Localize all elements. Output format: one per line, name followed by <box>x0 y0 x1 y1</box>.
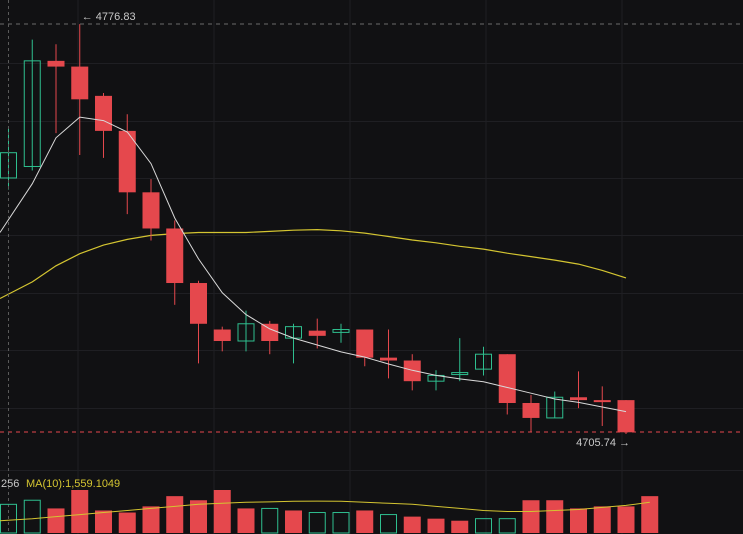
ma-long-path <box>0 228 627 300</box>
volume-bar-down <box>118 512 136 533</box>
volume-value-label: 256 <box>1 478 19 490</box>
candle-body-up <box>475 353 492 370</box>
candle-body-down <box>142 192 160 229</box>
candle-body-down <box>356 329 374 358</box>
ma-short-line <box>0 116 627 413</box>
candle-body-up <box>23 60 41 167</box>
volume-bar-down <box>190 500 207 533</box>
volume-bar-down <box>47 508 65 533</box>
volume-bar-down <box>451 520 469 533</box>
volume-bar-down <box>593 506 611 533</box>
ma-long-line <box>0 228 627 300</box>
candle-body-down <box>47 60 65 67</box>
candle-body-up <box>546 396 564 419</box>
volume-ma10-label: MA(10):1,559.1049 <box>26 478 120 490</box>
ma-short-path <box>0 116 627 413</box>
volume-ma10-line <box>0 500 650 522</box>
candle-body-down <box>380 357 397 361</box>
candle-body-down <box>498 354 516 403</box>
candle-body-up <box>237 323 255 342</box>
volume-bar-down <box>546 500 564 533</box>
candles <box>0 24 635 434</box>
candle-body-down <box>593 400 611 403</box>
candle-body-up <box>451 372 469 376</box>
volume-bar-down <box>237 508 255 533</box>
candle-body-down <box>308 330 326 336</box>
candle-body-up <box>332 329 350 333</box>
volume-bar-up <box>308 512 326 534</box>
last-price-label: 4705.74 → <box>576 437 630 449</box>
volume-bar-down <box>403 516 421 533</box>
volume-bar-down <box>617 506 635 533</box>
volume-bar-up <box>0 503 17 534</box>
candle-body-down <box>522 403 540 418</box>
candle-body-down <box>95 95 112 131</box>
volume-bar-up <box>475 518 492 534</box>
volume-bar-down <box>166 496 184 533</box>
volume-bar-down <box>95 510 112 533</box>
volume-bar-down <box>570 508 587 533</box>
candle-body-down <box>190 283 207 324</box>
volume-bar-down <box>71 490 89 533</box>
candle-body-down <box>570 397 587 401</box>
volume-bar-down <box>641 496 659 533</box>
volume-bar-down <box>213 490 231 533</box>
candle-body-down <box>71 66 89 100</box>
high-price-label: ← 4776.83 <box>82 11 136 23</box>
candle-body-down <box>403 360 421 382</box>
volume-bar-up <box>23 499 41 534</box>
volume-bar-up <box>380 514 397 534</box>
volume-bar-down <box>427 518 445 533</box>
volume-bar-down <box>522 500 540 533</box>
volume-bar-up <box>498 518 516 534</box>
candle-body-down <box>213 329 231 341</box>
candle-body-down <box>261 323 279 341</box>
candle-body-down <box>617 400 635 433</box>
volume-bar-down <box>285 510 302 533</box>
volume-ma10-path <box>0 500 650 522</box>
volume-bars <box>0 490 659 534</box>
volume-bar-down <box>356 510 374 533</box>
volume-bar-up <box>332 512 350 534</box>
volume-bar-up <box>261 507 279 534</box>
volume-bar-down <box>142 506 160 533</box>
candle-body-down <box>118 130 136 193</box>
candle-body-down <box>166 228 184 284</box>
